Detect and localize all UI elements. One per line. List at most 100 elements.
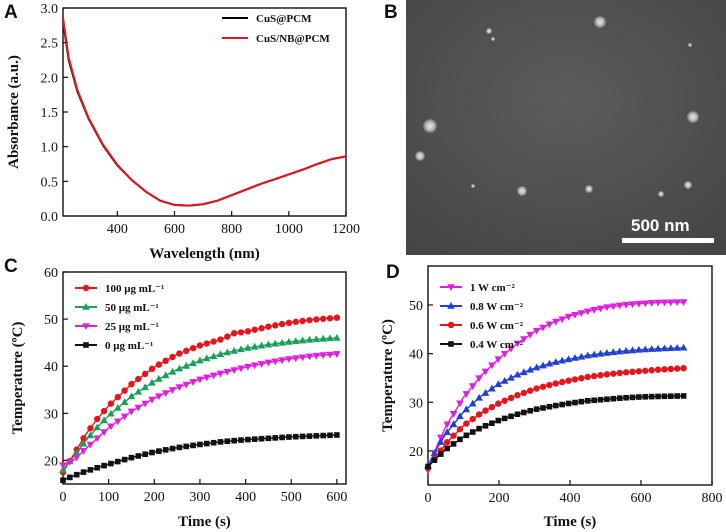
data-point xyxy=(425,463,431,470)
data-point xyxy=(224,333,231,340)
data-point xyxy=(507,394,515,402)
x-tick-label: 1200 xyxy=(332,222,360,237)
legend-marker xyxy=(448,341,454,347)
data-point xyxy=(679,299,688,307)
data-point xyxy=(135,453,142,459)
data-point xyxy=(127,392,136,400)
data-point xyxy=(80,435,87,442)
data-point xyxy=(443,421,451,429)
data-point xyxy=(654,299,662,307)
data-point xyxy=(162,447,169,453)
data-point xyxy=(237,329,245,336)
data-point xyxy=(540,405,546,411)
data-point xyxy=(196,342,204,349)
data-point xyxy=(514,392,521,399)
data-point xyxy=(272,435,279,441)
data-point xyxy=(299,317,306,325)
data-point xyxy=(223,368,232,376)
data-point xyxy=(450,432,457,439)
data-point xyxy=(209,352,218,360)
data-point xyxy=(449,410,458,418)
data-point xyxy=(437,451,444,457)
data-point xyxy=(469,429,476,435)
data-point xyxy=(552,318,560,326)
data-point xyxy=(72,448,81,456)
data-point xyxy=(313,316,320,323)
data-point xyxy=(456,400,464,408)
data-point xyxy=(660,299,669,307)
data-point xyxy=(79,448,88,455)
x-axis-label: Wavelength (nm) xyxy=(149,246,259,262)
sem-particle xyxy=(594,16,606,28)
data-point xyxy=(629,368,636,376)
y-axis-label: Temperature (ºC) xyxy=(380,319,396,432)
y-tick-label: 20 xyxy=(409,445,423,460)
data-point xyxy=(162,357,169,365)
data-point xyxy=(189,359,197,367)
data-point xyxy=(604,396,610,403)
data-point xyxy=(642,393,649,400)
data-point xyxy=(679,343,688,351)
data-point xyxy=(462,405,471,413)
scale-bar-label: 500 nm xyxy=(631,216,690,235)
data-point xyxy=(319,334,327,342)
data-point xyxy=(488,384,496,392)
data-point xyxy=(545,321,554,329)
data-point xyxy=(128,380,135,388)
data-point xyxy=(463,420,470,427)
data-point xyxy=(584,398,591,404)
data-point xyxy=(655,393,661,400)
data-point xyxy=(223,348,232,356)
data-point xyxy=(469,415,476,423)
data-point xyxy=(680,393,687,399)
legend-label: 0.8 W cm⁻² xyxy=(470,301,524,313)
data-point xyxy=(156,448,162,454)
data-point xyxy=(488,403,496,411)
data-point xyxy=(616,395,623,401)
data-point xyxy=(189,379,197,386)
data-point xyxy=(674,365,681,372)
data-point xyxy=(161,390,170,398)
data-point xyxy=(94,464,101,471)
data-point xyxy=(244,363,252,371)
data-point xyxy=(196,356,204,364)
data-point xyxy=(333,314,341,321)
x-tick-label: 400 xyxy=(560,491,581,506)
data-point xyxy=(60,477,66,484)
data-point xyxy=(190,442,196,449)
data-point xyxy=(265,435,272,442)
data-point xyxy=(463,432,470,439)
data-point xyxy=(175,384,184,392)
data-point xyxy=(272,322,279,329)
chart-temperature-concentration: 0 100 200 300 400 500 600 20 30 40 50 60 Time (s) Tem… xyxy=(10,266,347,530)
data-point xyxy=(319,315,327,323)
data-point xyxy=(457,436,463,443)
data-point xyxy=(250,362,259,370)
series-2 xyxy=(424,365,687,472)
data-point xyxy=(539,324,547,332)
data-point xyxy=(298,336,307,344)
data-point xyxy=(113,403,122,411)
data-point xyxy=(488,362,496,370)
legend-marker xyxy=(82,323,90,330)
data-point xyxy=(680,365,687,372)
data-point xyxy=(258,325,265,332)
x-axis-label: Time (s) xyxy=(544,514,597,530)
data-point xyxy=(326,351,334,359)
y-tick-label: 0.5 xyxy=(41,175,59,190)
y-tick-label: 40 xyxy=(44,360,58,375)
data-point xyxy=(134,387,143,395)
data-point xyxy=(285,319,293,327)
data-point xyxy=(476,425,482,432)
panel-d-label: D xyxy=(386,262,400,283)
data-point xyxy=(642,367,649,374)
y-axis-label: Temperature (ºC) xyxy=(10,322,26,435)
legend-marker xyxy=(82,284,90,292)
x-tick-label: 100 xyxy=(98,490,119,505)
data-point xyxy=(216,370,225,378)
series-2 xyxy=(59,351,341,470)
data-point xyxy=(526,331,535,339)
data-point xyxy=(196,376,204,384)
series-3 xyxy=(425,393,687,470)
x-tick-label: 200 xyxy=(489,491,510,506)
